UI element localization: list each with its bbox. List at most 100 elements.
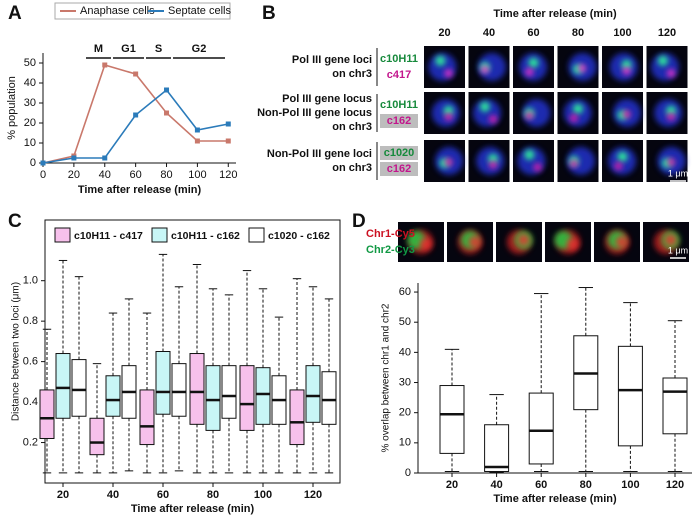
probe-label: c1020 <box>384 147 415 159</box>
probe-label: c417 <box>387 69 411 81</box>
phase-label: M <box>94 43 103 55</box>
signal <box>522 99 551 127</box>
signal <box>667 158 676 167</box>
box <box>528 392 554 465</box>
column-label: 100 <box>613 27 631 39</box>
probe-label: c162 <box>387 163 411 175</box>
signal <box>525 111 534 120</box>
x-axis-label: Time after release (min) <box>493 493 617 505</box>
y-tick-label: 10 <box>399 437 411 449</box>
signal <box>435 55 446 66</box>
box <box>221 365 237 419</box>
signal <box>479 101 490 112</box>
box <box>239 365 255 431</box>
point <box>133 71 139 77</box>
box <box>255 367 271 425</box>
legend-swatch <box>248 227 265 243</box>
plot-frame <box>44 219 341 484</box>
signal <box>667 112 676 121</box>
box <box>305 365 321 423</box>
y-tick-label: 40 <box>399 346 411 358</box>
y-tick-label: 0.4 <box>23 396 38 408</box>
x-tick-label: 40 <box>99 169 111 181</box>
signal <box>443 105 454 116</box>
y-tick-label: 30 <box>399 376 411 388</box>
x-tick-label: 60 <box>130 169 142 181</box>
signal <box>480 65 489 74</box>
column-label: 40 <box>483 27 495 39</box>
box <box>617 345 643 447</box>
x-tick-label: 120 <box>219 169 237 181</box>
box <box>439 385 465 454</box>
box <box>205 365 221 431</box>
point <box>102 62 108 68</box>
scale-bar-label: 1 μm <box>668 245 688 255</box>
signal <box>614 162 623 171</box>
panel-label: C <box>8 211 22 232</box>
y-tick-label: 0.2 <box>23 436 38 448</box>
point <box>225 121 231 127</box>
probe-label: c162 <box>387 115 411 127</box>
box <box>139 389 155 446</box>
box <box>321 371 337 425</box>
x-tick-label: 80 <box>207 489 219 501</box>
x-tick-label: 100 <box>254 489 272 501</box>
probe-label: c10H11 <box>380 99 418 111</box>
box <box>89 417 105 456</box>
signal <box>444 112 453 121</box>
x-tick-label: 60 <box>535 479 547 491</box>
box <box>105 375 121 417</box>
x-axis-label: Time after release (min) <box>131 503 255 515</box>
box <box>171 363 187 417</box>
row-label: Pol III gene locus <box>282 93 372 105</box>
legend-swatch <box>151 227 168 243</box>
signal <box>617 151 628 162</box>
y-axis-label: Distance between two loci (μm) <box>11 282 22 421</box>
legend-label: Septate cells <box>168 5 231 17</box>
x-tick-label: 100 <box>621 479 639 491</box>
signal <box>468 236 481 248</box>
x-tick-label: 100 <box>188 169 206 181</box>
signal <box>569 159 578 168</box>
y-tick-label: 0.6 <box>23 356 38 368</box>
x-tick-label: 80 <box>160 169 172 181</box>
probe-highlight <box>380 146 418 160</box>
y-axis-label: % population <box>6 76 18 140</box>
y-tick-label: 0 <box>30 157 36 169</box>
signal <box>533 163 542 172</box>
x-tick-label: 0 <box>40 169 46 181</box>
box <box>662 377 688 435</box>
box <box>55 353 71 419</box>
signal <box>566 238 579 250</box>
x-tick-label: 20 <box>57 489 69 501</box>
signal <box>488 153 499 164</box>
y-tick-label: 20 <box>399 407 411 419</box>
signal <box>477 53 506 81</box>
column-label: 60 <box>527 27 539 39</box>
x-tick-label: 80 <box>580 479 592 491</box>
probe-label: Chr2-Cy3 <box>366 244 415 256</box>
x-tick-label: 40 <box>490 479 502 491</box>
panel-label: D <box>352 211 366 232</box>
probe-highlight <box>380 114 418 128</box>
signal <box>667 69 676 78</box>
signal <box>444 69 453 78</box>
probe-highlight <box>380 162 418 176</box>
box <box>484 424 510 472</box>
signal <box>622 66 631 75</box>
row-label: on chr3 <box>332 121 372 133</box>
signal <box>419 238 432 250</box>
y-tick-label: 40 <box>24 77 36 89</box>
point <box>133 112 139 118</box>
signal <box>489 160 498 169</box>
point <box>164 110 170 116</box>
box <box>189 353 205 425</box>
row-label: on chr3 <box>332 68 372 80</box>
panel-label: A <box>8 3 22 24</box>
point <box>102 155 108 161</box>
row-label: Pol III gene loci <box>292 54 372 66</box>
point <box>194 138 200 144</box>
x-tick-label: 40 <box>107 489 119 501</box>
y-tick-label: 10 <box>24 137 36 149</box>
column-label: 20 <box>438 27 450 39</box>
